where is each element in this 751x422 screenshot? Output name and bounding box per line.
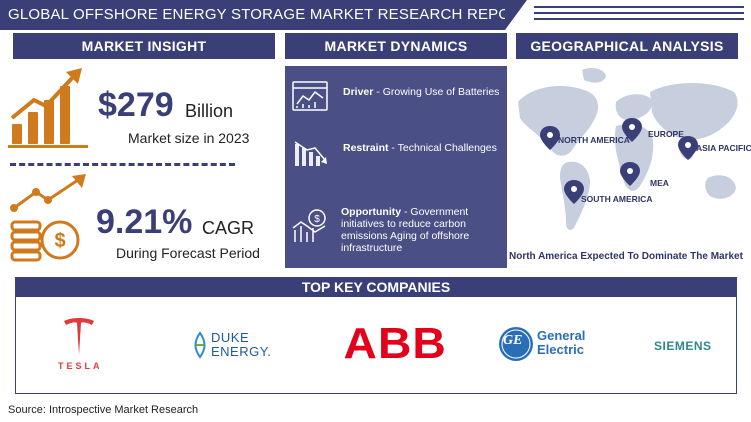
- driver-text: Growing Use of Batteries: [382, 86, 500, 98]
- opportunity-text: Government initiatives to reduce carbon …: [341, 206, 470, 254]
- region-europe: EUROPE: [648, 129, 684, 139]
- geographical-analysis-header: GEOGRAPHICAL ANALYSIS: [516, 33, 738, 59]
- abb-logo: ABB: [343, 319, 447, 368]
- restraint-text: Technical Challenges: [397, 142, 497, 154]
- source-note: Source: Introspective Market Research: [8, 404, 199, 416]
- region-south-america: SOUTH AMERICA: [581, 194, 653, 204]
- ge-line-1: General: [537, 328, 586, 343]
- ge-wordmark: General Electric: [537, 329, 585, 357]
- svg-text:$: $: [54, 230, 65, 252]
- restraint-type: Restraint: [343, 142, 389, 154]
- top-key-companies-header: TOP KEY COMPANIES: [15, 277, 737, 297]
- title-bar: GLOBAL OFFSHORE ENERGY STORAGE MARKET RE…: [0, 0, 530, 30]
- ge-monogram: GE: [503, 333, 523, 348]
- declining-bars-icon: [294, 141, 327, 166]
- opportunity-type: Opportunity: [341, 206, 402, 218]
- cagr-label: During Forecast Period: [116, 245, 260, 261]
- dominant-region-text: North America Expected To Dominate The M…: [509, 251, 743, 262]
- duke-energy-wordmark: DUKE ENERGY.: [211, 331, 271, 359]
- market-dynamics-header: MARKET DYNAMICS: [285, 33, 507, 59]
- coin-stack-growth-icon: $: [10, 174, 86, 262]
- market-size-label: Market size in 2023: [128, 130, 250, 146]
- dynamics-restraint: Restraint - Technical Challenges: [343, 142, 497, 154]
- cagr-value: 9.21%: [96, 203, 193, 241]
- ge-line-2: Electric: [537, 342, 584, 357]
- dynamics-opportunity: Opportunity - Government initiatives to …: [341, 206, 470, 254]
- world-map: [518, 68, 738, 230]
- market-insight-header: MARKET INSIGHT: [13, 33, 275, 59]
- duke-line-1: DUKE: [211, 330, 250, 345]
- market-size-unit: Billion: [185, 101, 234, 121]
- tesla-wordmark: TESLA: [58, 361, 103, 371]
- duke-energy-logo: [194, 331, 206, 359]
- region-asia-pacific: ASIA PACIFIC: [696, 143, 751, 153]
- companies-panel: TESLA DUKE ENERGY. ABB GE General Electr…: [15, 297, 737, 394]
- siemens-logo: SIEMENS: [654, 339, 712, 353]
- title-decoration-lines: [534, 6, 744, 24]
- bar-chart-growth-icon: [8, 68, 88, 148]
- market-size-value: $279: [98, 86, 174, 124]
- dynamics-driver: Driver - Growing Use of Batteries: [343, 86, 500, 98]
- region-mea: MEA: [650, 178, 669, 188]
- svg-text:$: $: [314, 214, 320, 225]
- region-north-america: NORTH AMERICA: [558, 135, 630, 145]
- market-dynamics-panel: Driver - Growing Use of Batteries Restra…: [285, 66, 507, 268]
- duke-line-2: ENERGY.: [211, 344, 272, 359]
- growth-opportunity-icon: $: [292, 209, 326, 242]
- cagr-unit: CAGR: [202, 218, 255, 238]
- divider: [10, 163, 235, 166]
- driver-type: Driver: [343, 86, 374, 98]
- report-title: GLOBAL OFFSHORE ENERGY STORAGE MARKET RE…: [8, 6, 531, 23]
- tesla-logo: [64, 318, 94, 355]
- general-electric-logo: [499, 327, 533, 361]
- dashboard-chart-icon: [292, 81, 328, 111]
